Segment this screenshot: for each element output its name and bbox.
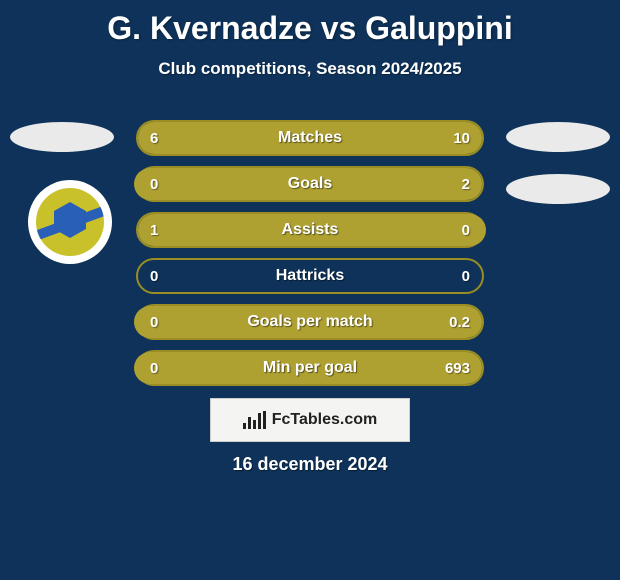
stats-container: 610Matches 02Goals 10Assists 00Hattricks 00.… bbox=[136, 120, 484, 396]
shield-icon bbox=[36, 188, 104, 256]
stat-row: 610Matches bbox=[136, 120, 484, 156]
player-right-club-placeholder bbox=[506, 174, 610, 204]
player-left-club-badge bbox=[28, 180, 112, 264]
bar-chart-icon bbox=[243, 411, 266, 429]
stat-label: Min per goal bbox=[138, 352, 482, 384]
stat-row: 00.2Goals per match bbox=[136, 304, 484, 340]
page-title: G. Kvernadze vs Galuppini bbox=[0, 0, 620, 47]
stat-row: 02Goals bbox=[136, 166, 484, 202]
stat-row: 00Hattricks bbox=[136, 258, 484, 294]
stat-row: 0693Min per goal bbox=[136, 350, 484, 386]
stat-label: Matches bbox=[138, 122, 482, 154]
player-right-avatar-placeholder bbox=[506, 122, 610, 152]
stat-label: Hattricks bbox=[138, 260, 482, 292]
stat-label: Assists bbox=[138, 214, 482, 246]
stat-row: 10Assists bbox=[136, 212, 484, 248]
watermark: FcTables.com bbox=[210, 398, 410, 442]
page-subtitle: Club competitions, Season 2024/2025 bbox=[0, 59, 620, 79]
player-left-avatar-placeholder bbox=[10, 122, 114, 152]
watermark-text: FcTables.com bbox=[272, 411, 378, 429]
infographic-date: 16 december 2024 bbox=[0, 454, 620, 475]
stat-label: Goals per match bbox=[138, 306, 482, 338]
stat-label: Goals bbox=[138, 168, 482, 200]
